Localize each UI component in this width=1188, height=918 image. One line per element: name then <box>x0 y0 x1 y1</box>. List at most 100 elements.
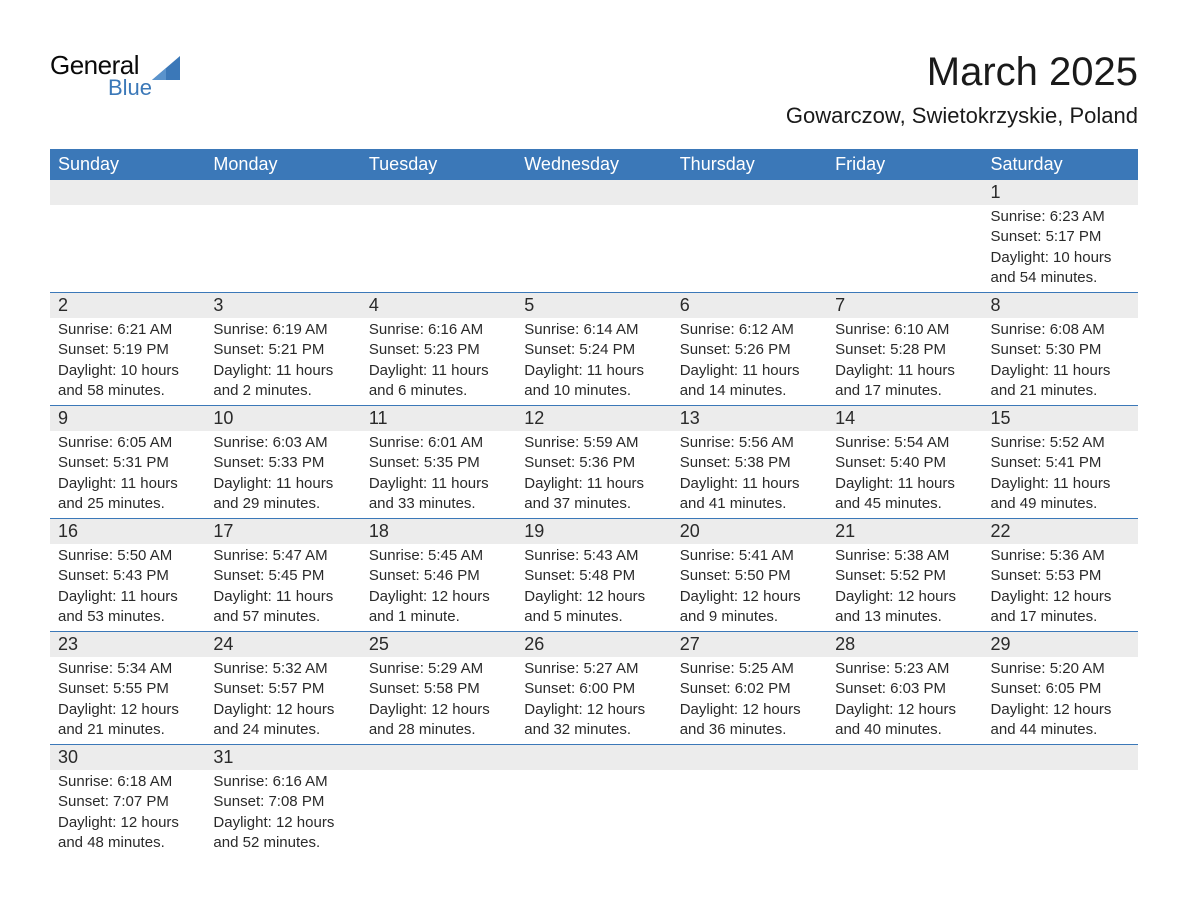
sunset-text: Sunset: 5:23 PM <box>369 340 508 360</box>
day-number-cell: 3 <box>205 293 360 319</box>
daylight-text: Daylight: 11 hours and 21 minutes. <box>991 361 1130 402</box>
day-body-cell <box>672 770 827 857</box>
sunset-text: Sunset: 6:02 PM <box>680 679 819 699</box>
logo-triangle-icon <box>152 56 180 80</box>
daylight-text: Daylight: 11 hours and 17 minutes. <box>835 361 974 402</box>
day-number-cell: 26 <box>516 632 671 658</box>
daylight-text: Daylight: 12 hours and 17 minutes. <box>991 587 1130 628</box>
day-number-cell <box>672 180 827 205</box>
day-number-cell: 27 <box>672 632 827 658</box>
month-title: March 2025 <box>786 50 1138 95</box>
sunrise-text: Sunrise: 5:47 AM <box>213 546 352 566</box>
sunset-text: Sunset: 5:55 PM <box>58 679 197 699</box>
daylight-text: Daylight: 11 hours and 10 minutes. <box>524 361 663 402</box>
day-number-cell: 9 <box>50 406 205 432</box>
day-body-cell <box>672 205 827 293</box>
sunset-text: Sunset: 7:08 PM <box>213 792 352 812</box>
daylight-text: Daylight: 12 hours and 40 minutes. <box>835 700 974 741</box>
day-number-cell: 31 <box>205 745 360 771</box>
day-number-cell: 24 <box>205 632 360 658</box>
sunrise-text: Sunrise: 5:23 AM <box>835 659 974 679</box>
day-number-cell: 29 <box>983 632 1138 658</box>
day-body-cell: Sunrise: 6:14 AMSunset: 5:24 PMDaylight:… <box>516 318 671 406</box>
sunset-text: Sunset: 5:19 PM <box>58 340 197 360</box>
day-body-cell: Sunrise: 5:56 AMSunset: 5:38 PMDaylight:… <box>672 431 827 519</box>
daynum-row: 23242526272829 <box>50 632 1138 658</box>
sunrise-text: Sunrise: 6:14 AM <box>524 320 663 340</box>
day-body-cell: Sunrise: 6:19 AMSunset: 5:21 PMDaylight:… <box>205 318 360 406</box>
sunset-text: Sunset: 5:48 PM <box>524 566 663 586</box>
daylight-text: Daylight: 11 hours and 37 minutes. <box>524 474 663 515</box>
sunrise-text: Sunrise: 5:41 AM <box>680 546 819 566</box>
day-number-cell: 6 <box>672 293 827 319</box>
day-body-row: Sunrise: 5:34 AMSunset: 5:55 PMDaylight:… <box>50 657 1138 745</box>
day-number-cell: 11 <box>361 406 516 432</box>
sunset-text: Sunset: 5:52 PM <box>835 566 974 586</box>
day-body-cell: Sunrise: 5:45 AMSunset: 5:46 PMDaylight:… <box>361 544 516 632</box>
sunset-text: Sunset: 5:17 PM <box>991 227 1130 247</box>
location-subtitle: Gowarczow, Swietokrzyskie, Poland <box>786 103 1138 129</box>
sunrise-text: Sunrise: 5:59 AM <box>524 433 663 453</box>
col-friday: Friday <box>827 149 982 180</box>
day-body-cell <box>361 770 516 857</box>
day-number-cell: 4 <box>361 293 516 319</box>
sunset-text: Sunset: 5:50 PM <box>680 566 819 586</box>
sunset-text: Sunset: 5:57 PM <box>213 679 352 699</box>
daylight-text: Daylight: 11 hours and 6 minutes. <box>369 361 508 402</box>
day-body-cell: Sunrise: 5:43 AMSunset: 5:48 PMDaylight:… <box>516 544 671 632</box>
daylight-text: Daylight: 10 hours and 54 minutes. <box>991 248 1130 289</box>
day-body-cell <box>516 205 671 293</box>
day-body-cell: Sunrise: 6:05 AMSunset: 5:31 PMDaylight:… <box>50 431 205 519</box>
sunset-text: Sunset: 5:35 PM <box>369 453 508 473</box>
col-sunday: Sunday <box>50 149 205 180</box>
sunset-text: Sunset: 5:30 PM <box>991 340 1130 360</box>
page-header: General Blue March 2025 Gowarczow, Swiet… <box>50 50 1138 129</box>
day-body-cell <box>50 205 205 293</box>
daylight-text: Daylight: 12 hours and 44 minutes. <box>991 700 1130 741</box>
day-number-cell: 28 <box>827 632 982 658</box>
sunset-text: Sunset: 5:46 PM <box>369 566 508 586</box>
day-number-cell: 2 <box>50 293 205 319</box>
day-body-cell: Sunrise: 6:10 AMSunset: 5:28 PMDaylight:… <box>827 318 982 406</box>
day-number-cell: 1 <box>983 180 1138 205</box>
day-body-cell: Sunrise: 6:03 AMSunset: 5:33 PMDaylight:… <box>205 431 360 519</box>
day-number-cell: 20 <box>672 519 827 545</box>
day-number-cell: 25 <box>361 632 516 658</box>
day-body-cell <box>361 205 516 293</box>
day-number-cell <box>361 745 516 771</box>
day-number-cell: 13 <box>672 406 827 432</box>
day-body-cell <box>205 205 360 293</box>
sunrise-text: Sunrise: 5:56 AM <box>680 433 819 453</box>
daylight-text: Daylight: 12 hours and 36 minutes. <box>680 700 819 741</box>
day-body-cell: Sunrise: 5:41 AMSunset: 5:50 PMDaylight:… <box>672 544 827 632</box>
sunset-text: Sunset: 5:26 PM <box>680 340 819 360</box>
day-body-cell: Sunrise: 6:08 AMSunset: 5:30 PMDaylight:… <box>983 318 1138 406</box>
daynum-row: 1 <box>50 180 1138 205</box>
sunrise-text: Sunrise: 6:01 AM <box>369 433 508 453</box>
daylight-text: Daylight: 11 hours and 29 minutes. <box>213 474 352 515</box>
daylight-text: Daylight: 11 hours and 14 minutes. <box>680 361 819 402</box>
sunrise-sunset-calendar: Sunday Monday Tuesday Wednesday Thursday… <box>50 149 1138 857</box>
col-tuesday: Tuesday <box>361 149 516 180</box>
sunset-text: Sunset: 5:21 PM <box>213 340 352 360</box>
day-body-cell: Sunrise: 6:18 AMSunset: 7:07 PMDaylight:… <box>50 770 205 857</box>
sunrise-text: Sunrise: 5:20 AM <box>991 659 1130 679</box>
day-number-cell <box>983 745 1138 771</box>
daylight-text: Daylight: 12 hours and 1 minute. <box>369 587 508 628</box>
day-body-cell: Sunrise: 6:16 AMSunset: 7:08 PMDaylight:… <box>205 770 360 857</box>
day-body-cell: Sunrise: 5:36 AMSunset: 5:53 PMDaylight:… <box>983 544 1138 632</box>
sunrise-text: Sunrise: 5:43 AM <box>524 546 663 566</box>
day-number-cell <box>827 745 982 771</box>
sunset-text: Sunset: 6:03 PM <box>835 679 974 699</box>
day-number-cell: 15 <box>983 406 1138 432</box>
day-body-cell: Sunrise: 5:32 AMSunset: 5:57 PMDaylight:… <box>205 657 360 745</box>
day-body-cell: Sunrise: 5:23 AMSunset: 6:03 PMDaylight:… <box>827 657 982 745</box>
day-body-cell: Sunrise: 5:25 AMSunset: 6:02 PMDaylight:… <box>672 657 827 745</box>
day-number-cell: 17 <box>205 519 360 545</box>
day-number-cell: 7 <box>827 293 982 319</box>
day-body-cell: Sunrise: 5:52 AMSunset: 5:41 PMDaylight:… <box>983 431 1138 519</box>
daylight-text: Daylight: 11 hours and 57 minutes. <box>213 587 352 628</box>
day-body-cell <box>827 770 982 857</box>
day-body-cell: Sunrise: 5:38 AMSunset: 5:52 PMDaylight:… <box>827 544 982 632</box>
sunrise-text: Sunrise: 5:32 AM <box>213 659 352 679</box>
